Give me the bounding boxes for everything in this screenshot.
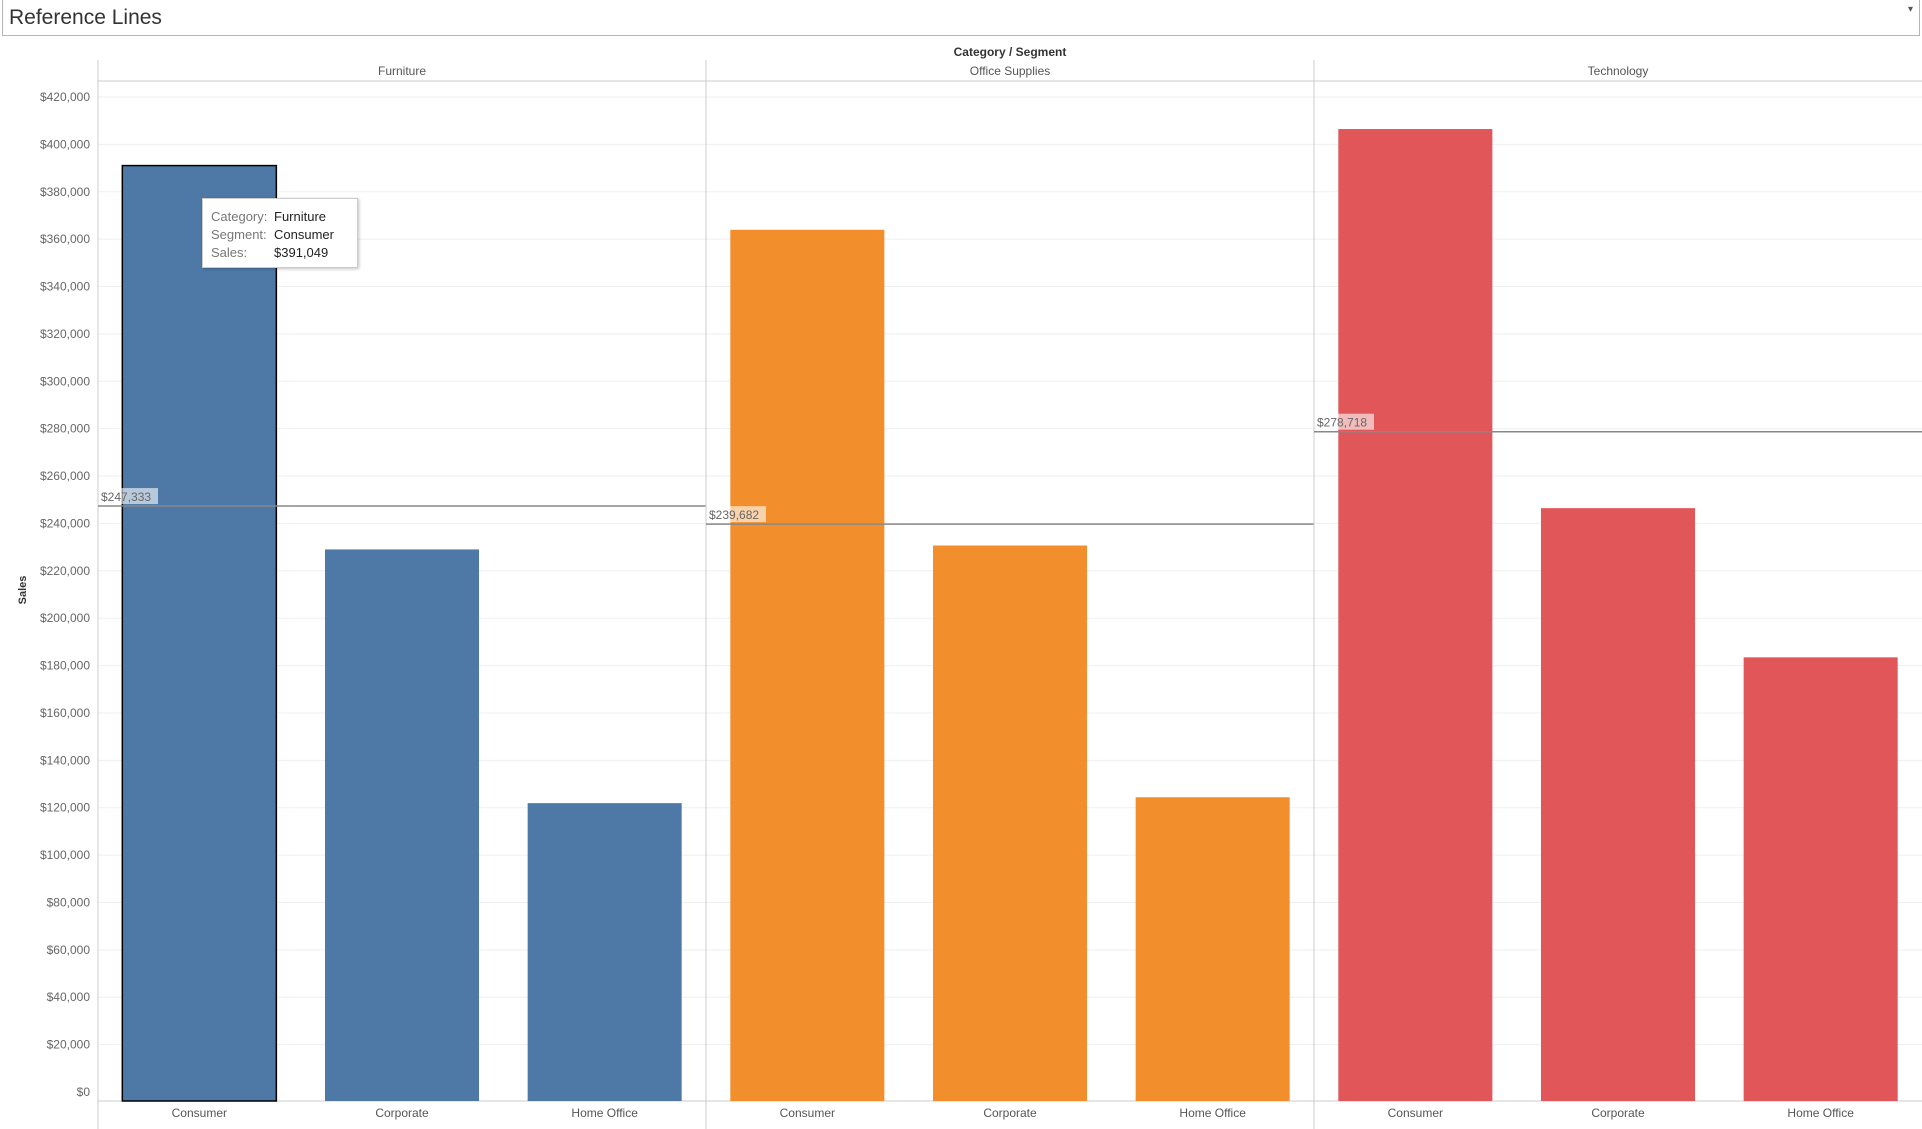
y-tick-label: $240,000 [40,516,90,530]
reference-label-bg [99,488,158,505]
tooltip-segment-label: Segment: [211,227,267,242]
y-tick-label: $360,000 [40,232,90,246]
bar-office-supplies-corporate[interactable] [932,545,1088,1101]
x-tick-label: Consumer [780,1106,835,1120]
y-tick-label: $0 [77,1085,91,1099]
tooltip-category-label: Category: [211,209,268,224]
tooltip: Category: Furniture Segment: Consumer Sale… [202,198,358,268]
y-tick-label: $280,000 [40,422,90,436]
title-bar: Reference Lines ▾ [2,0,1920,36]
pane-header-furniture: Furniture [378,64,426,78]
sheet-title: Reference Lines [9,6,162,29]
y-tick-label: $160,000 [40,706,90,720]
bar-office-supplies-home-office[interactable] [1135,797,1290,1101]
y-tick-label: $40,000 [47,990,91,1004]
pane-header-office-supplies: Office Supplies [970,64,1051,78]
x-tick-label: Consumer [172,1106,227,1120]
bar-furniture-consumer[interactable] [121,164,278,1102]
tooltip-sales-label: Sales: [211,245,248,260]
y-tick-label: $60,000 [47,943,91,957]
x-tick-label: Home Office [571,1106,638,1120]
y-tick-label: $300,000 [40,374,90,388]
tooltip-category: Furniture [274,209,327,224]
x-tick-label: Consumer [1388,1106,1443,1120]
y-tick-label: $400,000 [40,137,90,151]
dropdown-arrow-icon[interactable]: ▾ [1907,4,1913,15]
tooltip-sales: $391,049 [274,245,329,260]
x-tick-label: Home Office [1787,1106,1854,1120]
y-tick-label: $180,000 [40,659,90,673]
x-tick-label: Corporate [1591,1106,1645,1120]
y-axis-title: Sales [17,576,29,605]
bar-technology-home-office[interactable] [1743,657,1898,1101]
y-tick-label: $340,000 [40,280,90,294]
reference-label-bg [1315,413,1374,430]
y-tick-label: $260,000 [40,469,90,483]
bar-technology-corporate[interactable] [1540,508,1696,1102]
y-tick-label: $200,000 [40,611,90,625]
y-tick-label: $80,000 [47,895,91,909]
reference-label-bg [707,506,766,523]
y-tick-label: $120,000 [40,801,90,815]
bar-office-supplies-consumer[interactable] [730,229,885,1101]
column-header-title: Category / Segment [954,45,1067,59]
bar-technology-consumer[interactable] [1338,129,1493,1101]
bar-furniture-corporate[interactable] [324,549,480,1101]
y-tick-label: $220,000 [40,564,90,578]
y-tick-label: $140,000 [40,753,90,767]
y-tick-label: $420,000 [40,90,90,104]
reference-line-label: $278,718 [1317,416,1367,430]
y-tick-label: $100,000 [40,848,90,862]
x-tick-label: Corporate [983,1106,1037,1120]
pane-header-technology: Technology [1588,64,1649,78]
y-tick-label: $20,000 [47,1038,91,1052]
bar-furniture-home-office[interactable] [527,803,682,1101]
y-tick-label: $320,000 [40,327,90,341]
x-tick-label: Corporate [375,1106,429,1120]
reference-line-label: $247,333 [101,490,151,504]
x-tick-label: Home Office [1179,1106,1246,1120]
reference-line-label: $239,682 [709,508,759,522]
y-tick-label: $380,000 [40,185,90,199]
tooltip-segment: Consumer [274,227,334,242]
